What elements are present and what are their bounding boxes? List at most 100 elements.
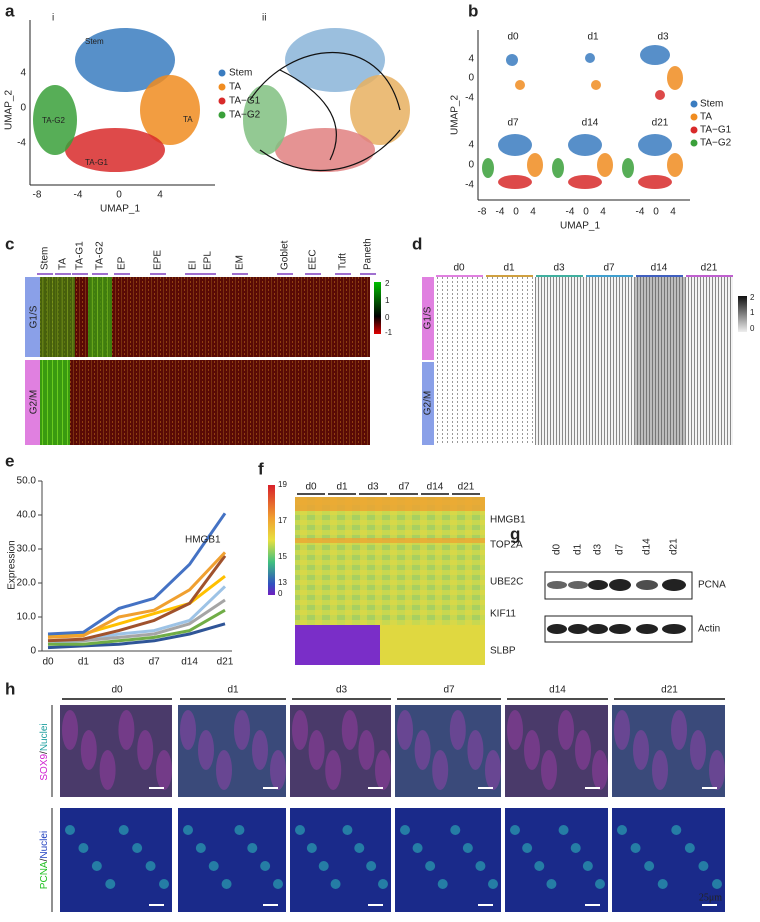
texture [644,861,655,871]
panel-label: c [5,234,14,253]
texture [308,730,325,770]
y-tick-label: 0 [20,103,26,114]
cluster-label: TA [183,115,193,124]
texture [437,879,448,889]
heatmap-block [635,277,685,445]
x-tick-label: 4 [600,207,606,218]
colorbar-label: 2 [385,279,390,288]
y-tick-label: 0 [468,160,474,171]
texture [137,730,154,770]
texture [342,825,353,835]
panel-label: d [412,234,422,253]
heatmap-block [88,277,112,357]
stain: Nuclei [39,831,50,859]
texture [397,710,413,750]
y-tick-label: -4 [465,93,474,104]
column-label: TA [58,258,69,270]
legend-label: TA−G1 [700,125,732,136]
y-tick-label: 50.0 [17,476,37,487]
legend-label: TA−G2 [229,110,261,121]
micrograph [612,808,725,912]
heatmap-block [40,360,70,445]
micrograph [395,705,501,797]
x-tick-label: 0 [583,207,589,218]
y-tick-label: 20.0 [17,578,37,589]
day-label: d7 [603,263,615,274]
row-label: PCNA/Nuclei [39,831,50,889]
gene-label: SLBP [490,646,516,657]
texture [432,750,449,790]
colorbar-label: -1 [385,328,393,337]
cluster-label: TA-G2 [42,116,66,125]
heatmap-block [380,625,485,665]
texture [216,750,232,790]
column-label: TA-G1 [75,241,86,270]
colorbar [268,485,275,595]
colorbar-label: 0 [278,589,283,598]
x-tick-label: 4 [530,207,536,218]
micrograph [395,808,501,912]
legend [690,100,698,147]
texture [570,843,581,853]
micrograph [60,705,172,797]
texture [524,730,540,770]
texture [449,710,466,750]
column-label: TA-G2 [95,241,106,270]
stain: PCNA [39,861,50,889]
texture [183,825,193,835]
micrograph [60,808,172,912]
colorbar-label: 0 [750,324,755,333]
x-tick-label: 4 [670,207,676,218]
texture [709,750,725,790]
x-tick-label: d1 [78,657,90,668]
axis-label: UMAP_1 [100,204,140,215]
heatmap [435,277,535,445]
texture [575,730,591,770]
column-label: EM [235,255,246,270]
texture [295,825,305,835]
texture [118,710,135,750]
day-label: d1 [336,482,348,493]
separator: / [39,751,50,754]
x-tick-label: 0 [653,207,659,218]
x-tick-label: d7 [149,657,161,668]
micrograph [290,808,391,912]
colorbar-label: 2 [750,293,755,302]
separator [40,357,370,360]
texture [412,843,423,853]
texture [330,879,341,889]
column-labels: Stem TA TA-G1 TA-G2 EP EPE EI EPL EM Goblet EEC Tuf… [37,238,376,275]
colorbar-label: 1 [385,296,390,305]
day-label: d21 [661,685,678,696]
x-tick-label: -8 [478,207,487,218]
texture [180,710,196,750]
series-line [47,512,227,636]
day-label: d1 [587,32,599,43]
texture [65,825,75,835]
legend-label: TA−G2 [700,138,732,149]
cluster-label: TA-G1 [85,158,109,167]
micrograph [290,705,391,797]
row-band [422,362,434,445]
day-label: d1 [227,685,239,696]
x-tick-label: -8 [33,190,42,201]
axis-label: Expression [7,540,18,589]
texture [558,825,569,835]
x-tick-label: d3 [113,657,125,668]
x-tick-label: d21 [217,657,234,668]
texture [541,750,557,790]
texture [234,825,245,835]
lane-label: d7 [615,543,626,555]
legend-label: TA−G1 [229,96,261,107]
texture [558,710,574,750]
day-label: d14 [427,482,444,493]
column-label: EEC [308,249,319,270]
series-line [48,608,226,646]
legend-label: Stem [229,68,252,79]
heatmap-block [40,277,75,357]
column-label: EP [117,256,128,270]
texture [690,730,706,770]
micrograph [178,808,286,912]
texture [378,879,388,889]
